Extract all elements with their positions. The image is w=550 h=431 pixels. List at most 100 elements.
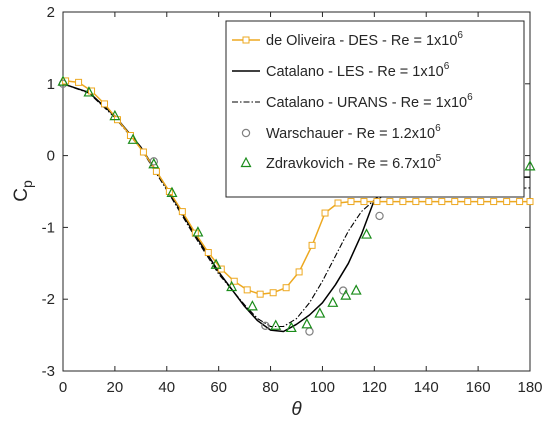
square-marker [295,268,303,276]
square-marker [308,241,316,249]
legend-label-exponent: 6 [467,92,473,103]
legend-label: Catalano - LES - Re = 1x106 [266,61,450,80]
x-tick-label: 160 [466,379,491,396]
square-marker [101,100,109,108]
square-marker [490,198,498,206]
legend-item: Catalano - URANS - Re = 1x106 [232,92,473,111]
legend-label-base: Zdravkovich - Re = 6.7x10 [266,156,436,172]
square-marker [386,198,394,206]
square-marker [334,199,342,207]
triangle-marker [226,280,238,292]
square-marker [373,198,381,206]
square-marker [204,249,212,257]
square-marker [516,198,524,206]
triangle-marker [57,75,69,86]
square-marker [269,289,277,297]
triangle-marker [148,157,160,169]
y-axis-label-main: C [11,188,32,202]
plot-frame [62,11,531,372]
square-marker [243,286,251,294]
square-marker [477,198,485,206]
square-marker [347,198,355,206]
square-marker [321,209,329,217]
circle-marker [305,327,314,336]
y-tick-label: -2 [42,291,55,308]
square-marker [75,78,83,86]
x-tick-label: 180 [517,379,542,396]
legend-label: Warschauer - Re = 1.2x106 [266,123,441,142]
triangle-marker [246,300,258,311]
triangle-marker [83,86,95,97]
square-marker [360,198,368,206]
svg-text:Cp: Cp [11,180,35,202]
circle-marker [339,286,348,295]
legend-item: Warschauer - Re = 1.2x106 [241,123,441,142]
y-tick-label: 0 [47,148,55,165]
legend-box [225,20,525,198]
legend-label-exponent: 6 [457,30,463,41]
triangle-marker [210,258,222,269]
circle-marker [375,211,384,221]
y-tick-label: -3 [42,363,55,380]
x-tick-label: 0 [59,379,67,396]
legend-label: de Oliveira - DES - Re = 1x106 [266,30,463,49]
square-marker [88,87,96,95]
triangle-marker [301,318,313,329]
y-tick-label: -1 [42,219,55,236]
square-marker [503,198,511,206]
square-marker [230,277,238,285]
series-0 [62,77,534,298]
legend-label-base: Catalano - LES - Re = 1x10 [266,64,444,80]
square-marker [425,198,433,206]
x-tick-label: 120 [362,379,387,396]
square-marker [464,198,472,206]
square-marker [399,198,407,206]
square-marker [217,265,225,273]
square-marker [256,290,264,298]
legend-item: Catalano - LES - Re = 1x106 [232,61,450,80]
square-marker [165,188,173,195]
triangle-marker [314,307,326,318]
square-marker [412,198,420,206]
y-axis-label: Cp [11,180,35,202]
x-tick-label: 140 [414,379,439,396]
triangle-marker [327,296,339,307]
x-tick-label: 80 [262,379,279,396]
legend-label-base: Warschauer - Re = 1.2x10 [266,126,435,142]
x-tick-label: 40 [158,379,175,396]
triangle-marker [270,319,282,330]
triangle-marker [340,289,352,300]
square-marker [139,148,147,156]
square-marker [451,198,459,206]
x-tick-label: 20 [107,379,124,396]
legend-label: Catalano - URANS - Re = 1x106 [266,92,473,111]
circle-marker [261,321,270,330]
triangle-marker [524,160,536,171]
legend-item: de Oliveira - DES - Re = 1x106 [232,30,463,49]
x-tick-label: 100 [310,379,335,396]
triangle-marker [350,284,362,295]
square-marker [242,36,250,44]
triangle-marker [285,321,297,333]
square-marker [282,284,290,292]
square-marker [526,198,534,206]
circle-marker [241,128,251,138]
triangle-marker [240,156,252,168]
legend-label-exponent: 6 [435,123,441,134]
circle-marker [149,157,159,166]
square-marker [178,208,186,216]
triangle-marker [361,228,373,239]
axis-ticks: 0 20 40 60 80 100 120 140 160 180 -3 -2 -1 0 1 2 [42,4,543,396]
triangle-marker [192,226,204,237]
legend-item: Zdravkovich - Re = 6.7x105 [240,153,442,172]
triangle-marker [109,109,121,121]
legend-label-exponent: 6 [444,61,450,72]
x-tick-label: 60 [210,379,227,396]
triangle-marker [166,186,178,198]
legend-label-base: de Oliveira - DES - Re = 1x10 [266,33,457,49]
legend-label-base: Catalano - URANS - Re = 1x10 [266,95,467,111]
legend-label: Zdravkovich - Re = 6.7x105 [266,153,442,172]
y-tick-label: 2 [47,4,55,21]
